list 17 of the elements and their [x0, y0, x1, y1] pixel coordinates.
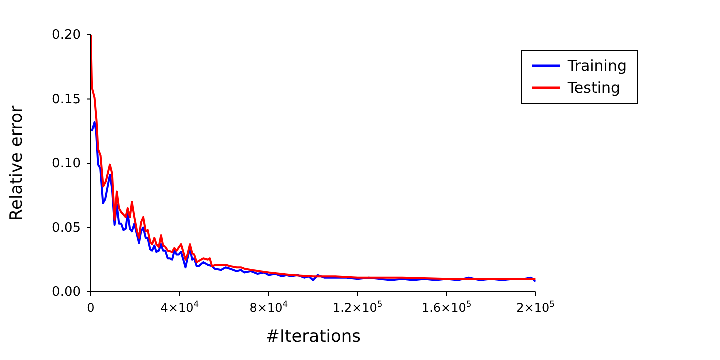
x-tick-label: 0: [87, 301, 95, 315]
y-axis-title: Relative error: [7, 106, 28, 222]
y-tick-label: 0.10: [52, 156, 81, 172]
x-tick-label: 2×10$^{5}$: [516, 299, 555, 315]
y-tick-label: 0.05: [52, 220, 81, 236]
y-tick-label: 0.15: [52, 92, 81, 108]
y-tick-label: 0.20: [52, 28, 81, 43]
x-tick-label: 4×10$^{4}$: [160, 299, 200, 315]
legend-label: Training: [568, 56, 627, 77]
x-tick-label: 1.6×10$^{5}$: [422, 299, 472, 315]
x-tick-label: 8×10$^{4}$: [250, 299, 288, 315]
y-tick-label: 0.00: [52, 285, 81, 300]
legend-label: Testing: [568, 78, 621, 99]
x-tick-label: 1.2×10$^{5}$: [333, 299, 383, 315]
line-series: [91, 121, 536, 283]
line-series: [91, 35, 536, 280]
x-axis-title: #Iterations: [266, 327, 362, 347]
